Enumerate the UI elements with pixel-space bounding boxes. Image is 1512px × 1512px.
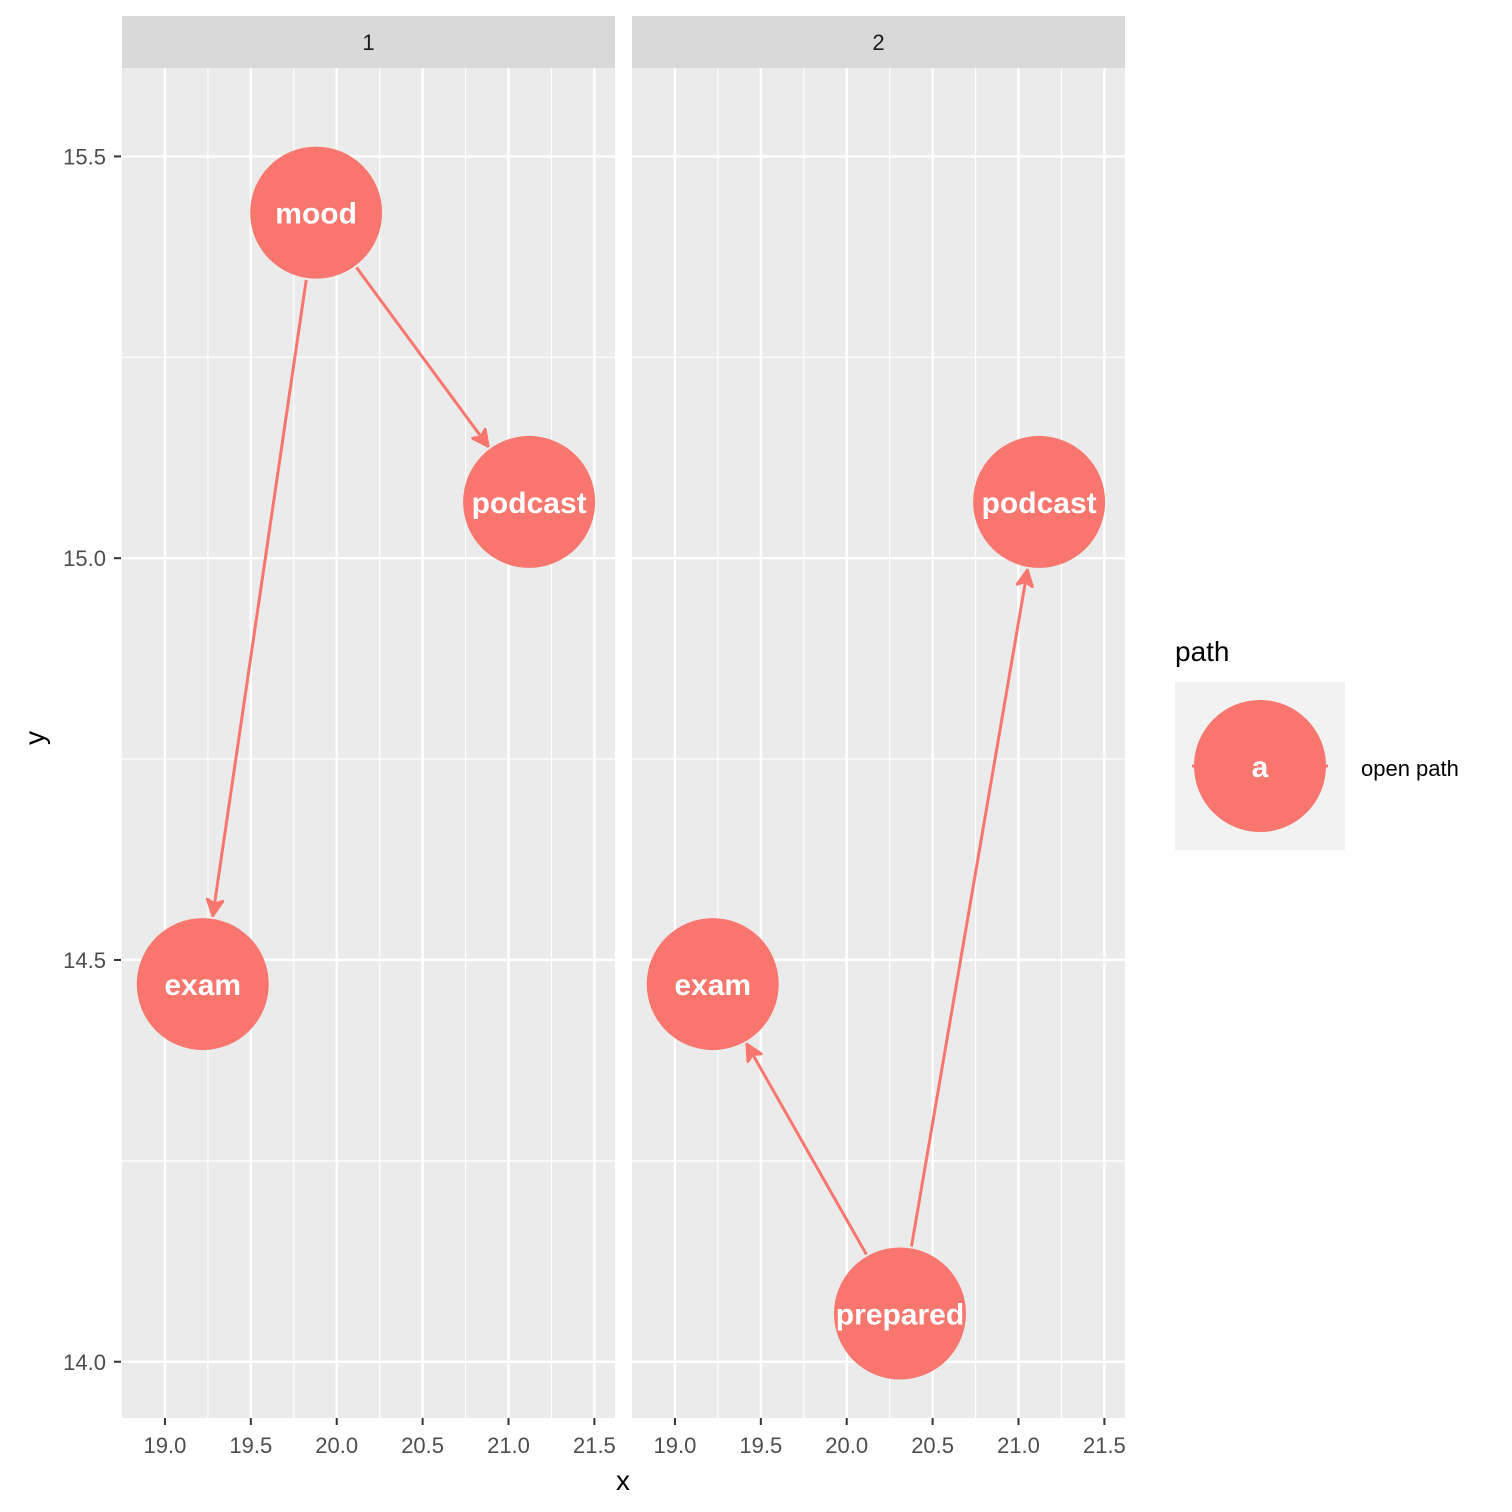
x-tick-label: 19.0	[654, 1433, 697, 1458]
node-exam	[646, 918, 779, 1051]
panel-background	[632, 68, 1125, 1418]
edge-mood-to-exam	[213, 279, 308, 917]
node-label-podcast: podcast	[982, 487, 1097, 520]
edge-prepared-to-exam	[745, 1043, 868, 1256]
node-label-exam: exam	[164, 969, 241, 1002]
y-tick-label: 14.0	[63, 1350, 106, 1375]
node-mood	[250, 146, 383, 279]
x-tick-label: 21.5	[1083, 1433, 1126, 1458]
facet-panel-2: 2 podcast exam prepared	[632, 16, 1125, 1418]
axes: 19.0 19.5 20.0 20.5 21.0 21.5 19.0 19.5 20.0 20.5…	[63, 144, 1126, 1458]
node-label-podcast: podcast	[472, 487, 587, 520]
x-tick-label: 19.5	[739, 1433, 782, 1458]
y-axis-title: y	[19, 731, 50, 745]
facet-strip-label: 1	[362, 30, 374, 55]
node-exam	[136, 918, 269, 1051]
x-tick-label: 20.0	[315, 1433, 358, 1458]
x-tick-label: 19.0	[144, 1433, 187, 1458]
facet-strip-label: 2	[872, 30, 884, 55]
y-tick-label: 14.5	[63, 948, 106, 973]
x-tick-label: 20.5	[911, 1433, 954, 1458]
edge-mood-to-podcast	[355, 266, 491, 447]
legend-title: path	[1175, 636, 1230, 667]
x-tick-label: 21.5	[573, 1433, 616, 1458]
facet-strip	[632, 16, 1125, 68]
panel-background	[122, 68, 615, 1418]
legend-entry-label: open path	[1361, 756, 1459, 781]
facet-panels: 1 mood podcast exam 2 podcast exam prepared	[122, 16, 1125, 1418]
node-label-exam: exam	[674, 969, 751, 1002]
edge-prepared-to-podcast	[909, 569, 1027, 1247]
x-tick-label: 20.5	[401, 1433, 444, 1458]
facet-strip	[122, 16, 615, 68]
y-tick-label: 15.5	[63, 144, 106, 169]
x-axis-title: x	[616, 1465, 630, 1496]
node-label-prepared: prepared	[836, 1299, 964, 1332]
facet-panel-1: 1 mood podcast exam	[122, 16, 615, 1418]
node-podcast	[463, 435, 596, 568]
x-tick-label: 21.0	[487, 1433, 530, 1458]
y-tick-label: 15.0	[63, 546, 106, 571]
legend-key-label: a	[1252, 751, 1269, 784]
x-tick-label: 20.0	[825, 1433, 868, 1458]
legend: path a open path	[1175, 636, 1459, 850]
node-label-mood: mood	[275, 198, 357, 231]
node-podcast	[973, 435, 1106, 568]
x-tick-label: 21.0	[997, 1433, 1040, 1458]
legend-key-circle	[1194, 700, 1326, 832]
node-prepared	[833, 1247, 966, 1380]
x-tick-label: 19.5	[229, 1433, 272, 1458]
